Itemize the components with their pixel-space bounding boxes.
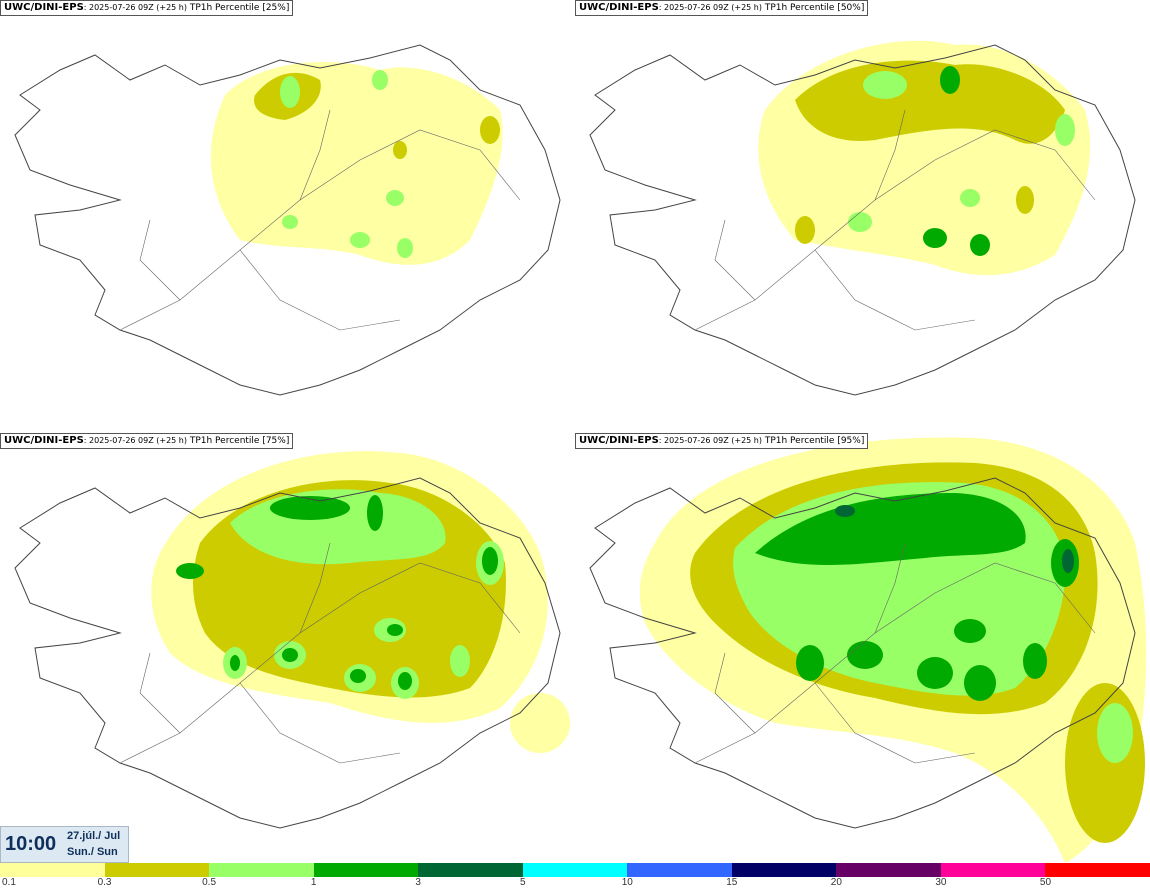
roads	[694, 542, 1096, 764]
roads	[119, 542, 521, 764]
colorbar-segment	[940, 863, 1046, 877]
panel-title: UWC/DINI-EPS: 2025-07-26 09Z (+25 h) TP1…	[0, 433, 294, 449]
colorbar-segment	[313, 863, 419, 877]
colorbar-tick-label: 3	[415, 877, 421, 888]
colorbar-tick-label: 15	[726, 877, 738, 888]
roads	[119, 109, 521, 331]
precip-map	[14, 44, 561, 396]
map-panel-p95: UWC/DINI-EPS: 2025-07-26 09Z (+25 h) TP1…	[575, 433, 1150, 863]
coastline	[589, 44, 1136, 396]
coastline	[589, 477, 1136, 829]
colorbar-tick-label: 1	[310, 877, 317, 888]
precip-shading	[151, 451, 570, 753]
map-panel-p25: UWC/DINI-EPS: 2025-07-26 09Z (+25 h) TP1…	[0, 0, 575, 430]
coastline	[14, 44, 561, 396]
colorbar-segment	[522, 863, 628, 877]
colorbar-ticks: 0.1 0.3 0.5 1 3 5 10 15 20 30 50	[0, 877, 1150, 891]
valid-date: 27.júl./ Jul	[67, 830, 121, 842]
precip-map	[589, 40, 1136, 396]
colorbar-tick-label: 0.1	[2, 877, 16, 888]
colorbar-tick-label: 20	[830, 877, 842, 888]
panel-title: UWC/DINI-EPS: 2025-07-26 09Z (+25 h) TP1…	[0, 0, 294, 16]
colorbar-legend	[0, 863, 1150, 877]
colorbar-segment	[627, 863, 732, 877]
colorbar-tick-label: 5	[519, 877, 526, 888]
colorbar-segment	[104, 863, 210, 877]
precip-shading	[758, 40, 1091, 276]
colorbar-tick-label: 10	[621, 877, 633, 888]
precip-map	[589, 437, 1147, 863]
map-panel-p50: UWC/DINI-EPS: 2025-07-26 09Z (+25 h) TP1…	[575, 0, 1150, 430]
map-panel-p75: UWC/DINI-EPS: 2025-07-26 09Z (+25 h) TP1…	[0, 433, 575, 863]
colorbar-tick-label: 0.5	[202, 877, 217, 888]
valid-time-box: 10:00 27.júl./ Jul Sun./ Sun	[0, 826, 129, 863]
colorbar-tick-label: 0.3	[97, 877, 112, 888]
precip-shading	[639, 437, 1147, 863]
panel-title: UWC/DINI-EPS: 2025-07-26 09Z (+25 h) TP1…	[575, 433, 869, 449]
precip-map	[14, 451, 570, 829]
panel-title: UWC/DINI-EPS: 2025-07-26 09Z (+25 h) TP1…	[575, 0, 869, 16]
colorbar-tick-label: 30	[935, 877, 947, 888]
colorbar-segment	[209, 863, 314, 877]
colorbar-segment	[836, 863, 941, 877]
roads	[694, 109, 1096, 331]
precip-shading	[210, 62, 503, 265]
colorbar-segment	[731, 863, 837, 877]
valid-time: 10:00	[5, 833, 57, 855]
colorbar-segment	[1045, 863, 1150, 877]
colorbar-segment	[418, 863, 523, 877]
coastline	[14, 477, 561, 829]
colorbar-segment	[0, 863, 105, 877]
colorbar-tick-label: 50	[1039, 877, 1052, 888]
valid-weekday: Sun./ Sun	[67, 846, 118, 858]
